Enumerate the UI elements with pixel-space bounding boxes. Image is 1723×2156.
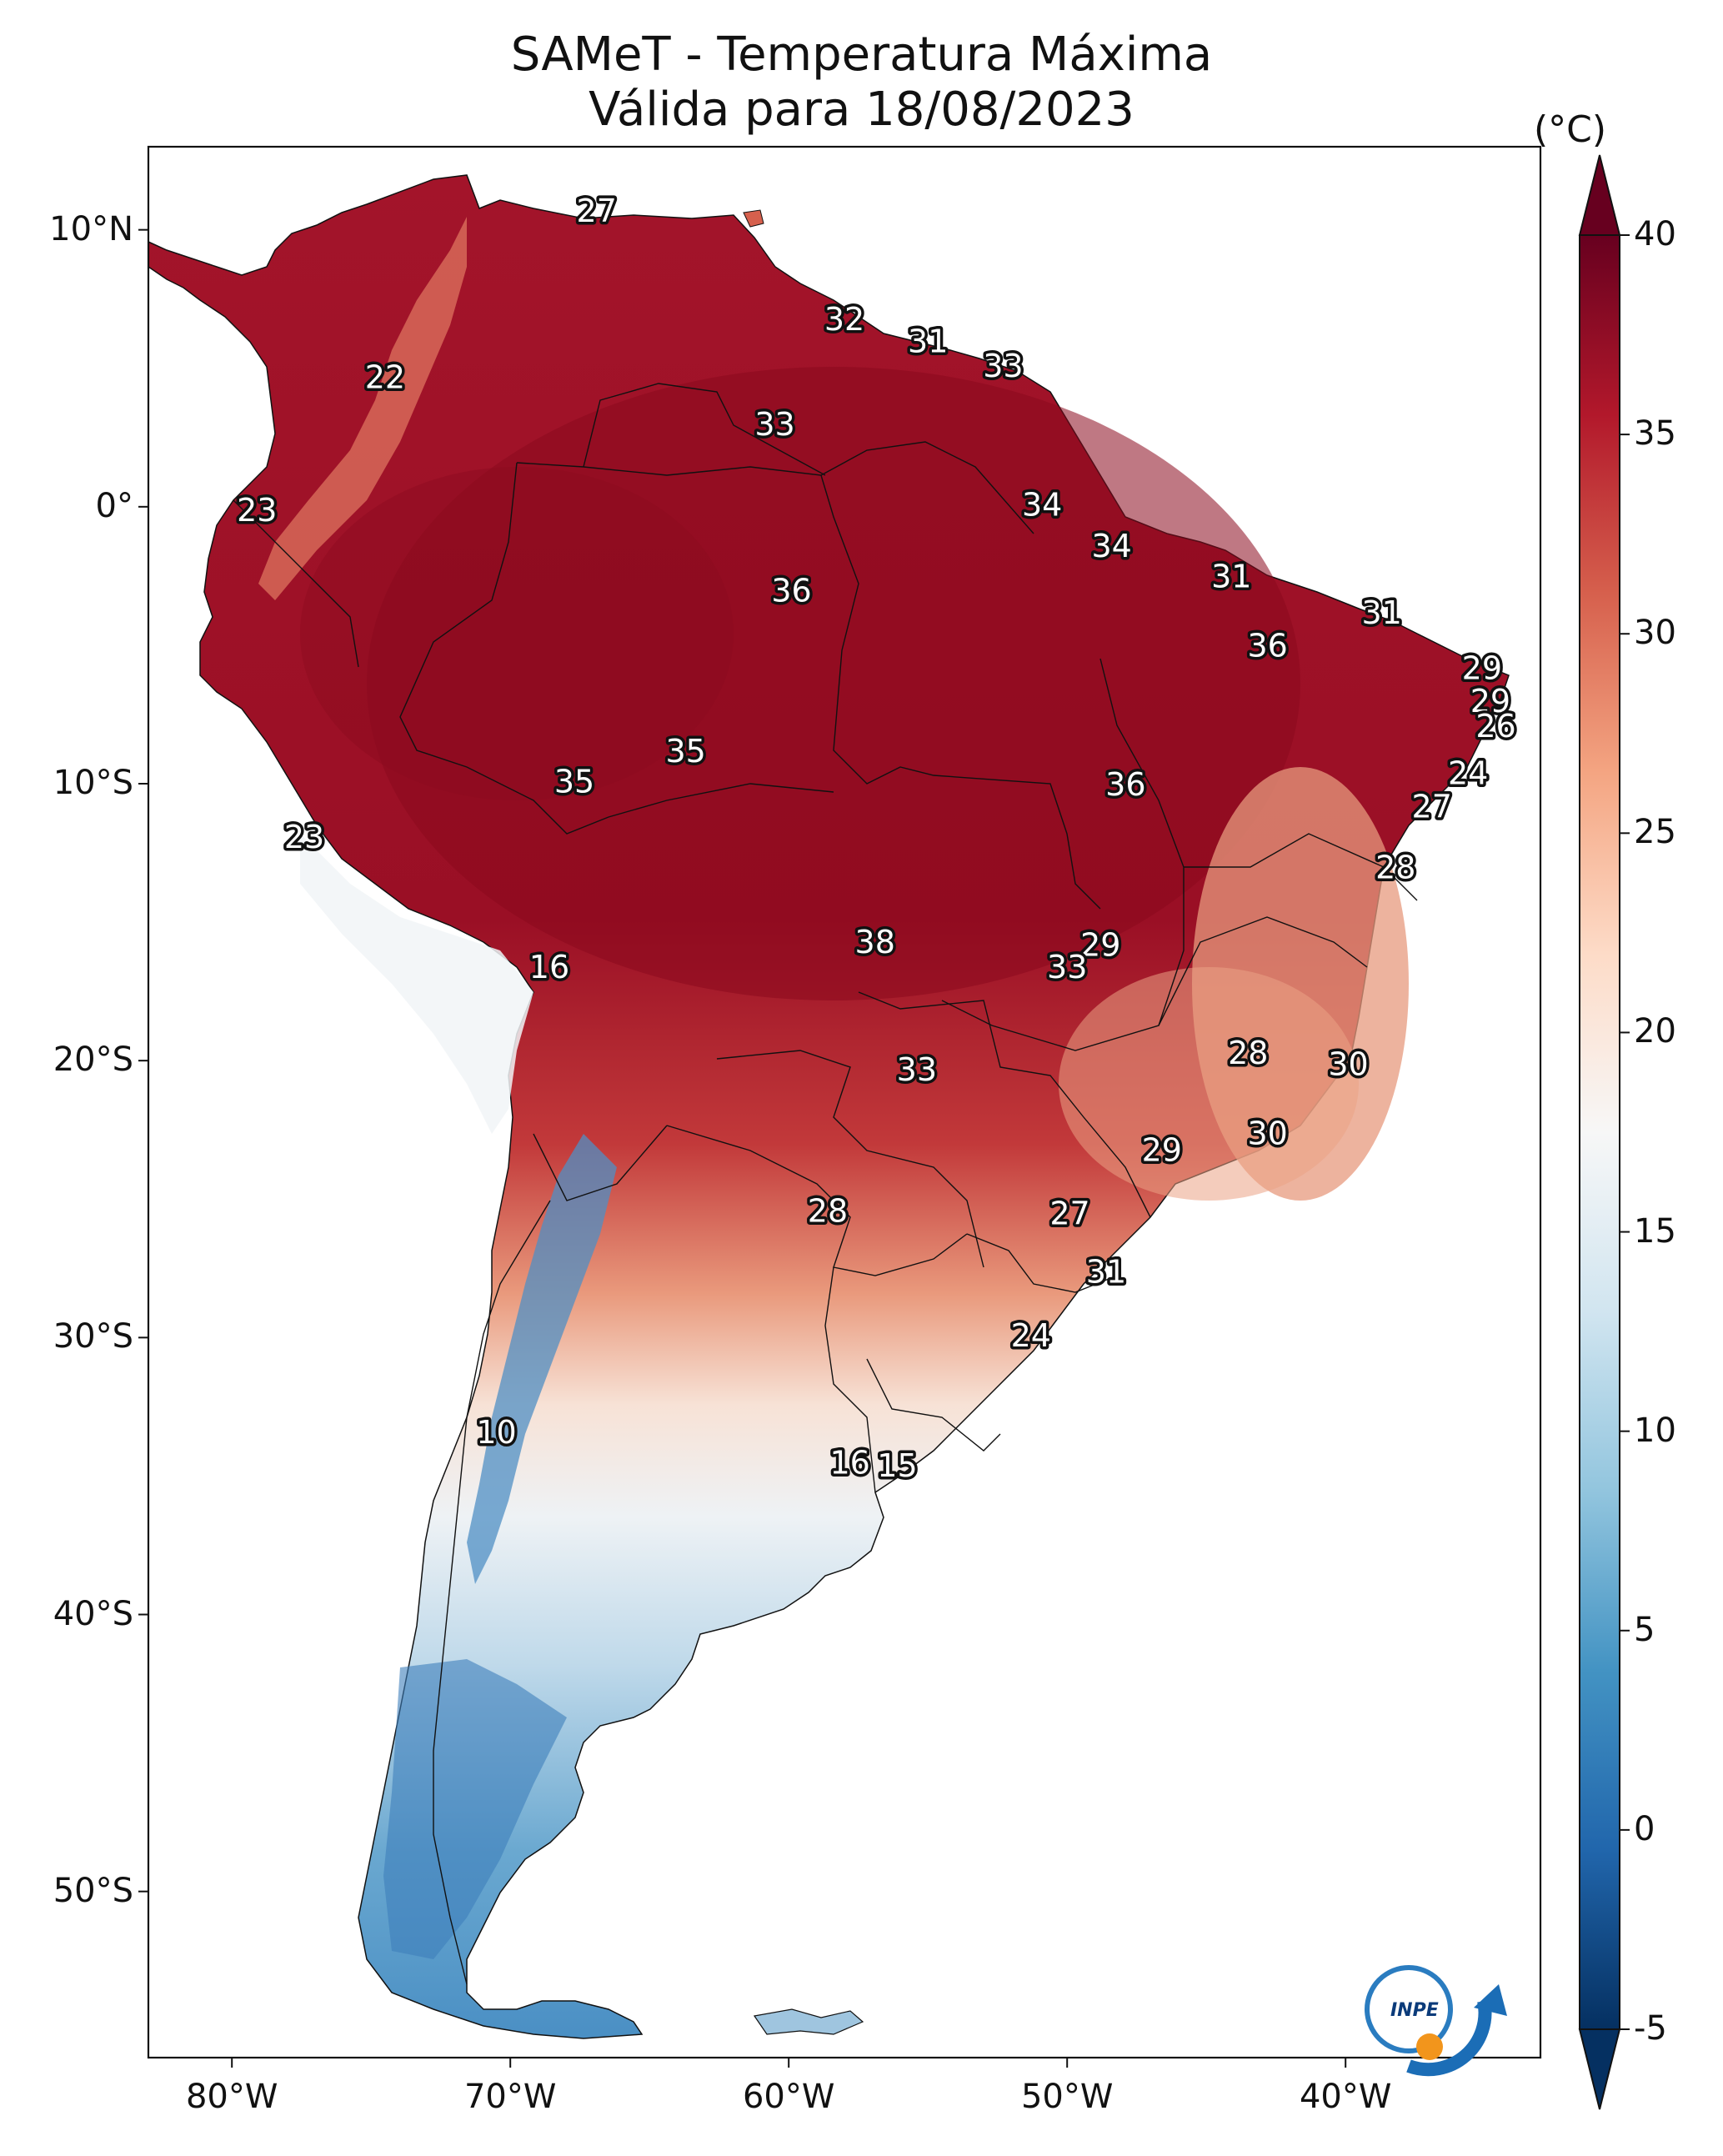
temperature-label: 30 [1328,1045,1368,1082]
lon-tick: 50°W [1020,2078,1114,2116]
temperature-label: 15 [877,1447,917,1484]
temperature-label: 26 [1475,708,1515,745]
temperature-label: 35 [665,733,705,770]
temperature-label: 31 [908,323,948,359]
temperature-label: 30 [1248,1115,1288,1151]
temperature-label: 27 [1412,788,1452,825]
temperature-label: 23 [284,819,324,855]
temperature-label: 29 [1142,1131,1182,1168]
temperature-label: 29 [1470,683,1510,720]
cool-minas [1059,967,1359,1201]
temperature-label: 24 [1011,1317,1051,1354]
lat-tick: 40°S [53,1594,133,1633]
colorbar-tick: -5 [1634,2009,1667,2048]
andes-cold-strip [300,834,533,1134]
andes-blue-strip [467,1134,617,1584]
map-subtitle: Válida para 18/08/2023 [589,83,1134,137]
colorbar-max-extend [1578,154,1621,236]
temperature-label: 28 [1375,849,1415,885]
temperature-label: 33 [754,406,794,443]
temperature-label: 31 [1211,559,1251,595]
lat-tick: 10°N [49,209,133,248]
colorbar-gradient [1580,235,1620,2029]
temperature-label: 34 [1091,528,1131,564]
lat-tick: 50°S [53,1871,133,1910]
falkland-islands [753,2008,864,2035]
lon-tick: 80°W [185,2078,278,2116]
hot-core-amazon [300,467,734,800]
temperature-label: 34 [1022,486,1062,523]
temperature-label: 33 [983,348,1023,384]
colorbar-min-extend [1578,2028,1621,2110]
lat-tick: 0° [95,486,133,525]
temperature-label: 23 [237,492,277,529]
temperature-label: 31 [1086,1253,1126,1290]
lon-tick: 70°W [463,2078,557,2116]
hot-core-region [367,367,1300,1000]
colorbar-unit: (°C) [1534,108,1607,151]
colorbar-tick: 15 [1634,1211,1676,1251]
temperature-label: 31 [1361,594,1401,631]
colorbar-tick: 30 [1634,614,1676,653]
temperature-label: 22 [365,359,405,396]
patagonia-blue [383,1659,567,1959]
temperature-label: 33 [897,1051,937,1088]
svg-text:INPE: INPE [1390,2000,1439,2021]
colorbar-tick: 5 [1634,1610,1655,1649]
temperature-label: 35 [554,764,594,800]
colorbar-tick: 40 [1634,215,1676,253]
temperature-label: 27 [577,193,617,229]
colorbar [1578,154,1630,2110]
temperature-label: 33 [1047,949,1087,985]
temperature-label: 36 [771,572,811,609]
temperature-label: 36 [1248,628,1288,664]
temperature-label: 32 [824,301,864,338]
colorbar-tick: 20 [1634,1012,1676,1051]
colorbar-tick: 25 [1634,813,1676,852]
map-frame [147,145,1542,2059]
colorbar-tick: 10 [1634,1411,1676,1450]
trinidad [743,209,764,228]
political-borders [233,383,1418,1985]
lon-tick: 40°W [1299,2078,1392,2116]
colorbar-tick: 35 [1634,414,1676,454]
temperature-label: 29 [1080,926,1120,963]
map-title: SAMeT - Temperatura Máxima [510,28,1213,82]
lat-tick: 30°S [53,1317,133,1356]
temperature-label: 36 [1105,766,1145,803]
temperature-label: 27 [1049,1196,1089,1232]
temperature-label: 10 [476,1414,516,1451]
lat-tick: 10°S [53,764,133,802]
andes-north-ridge [258,217,467,600]
temperature-label: 38 [855,924,895,960]
temperature-label: 28 [808,1192,848,1229]
land-layer [148,147,1540,2058]
temperature-label: 16 [830,1445,870,1482]
inpe-logo: INPE [1365,1965,1507,2077]
temperature-label: 16 [529,949,569,985]
temperature-label: 28 [1228,1035,1268,1071]
axis-tick-marks [138,228,1347,2068]
colorbar-tick: 0 [1634,1809,1655,1848]
temperature-label: 29 [1462,649,1502,686]
lat-tick: 20°S [53,1040,133,1080]
temperature-label: 24 [1448,755,1488,792]
lon-tick: 60°W [742,2078,835,2116]
